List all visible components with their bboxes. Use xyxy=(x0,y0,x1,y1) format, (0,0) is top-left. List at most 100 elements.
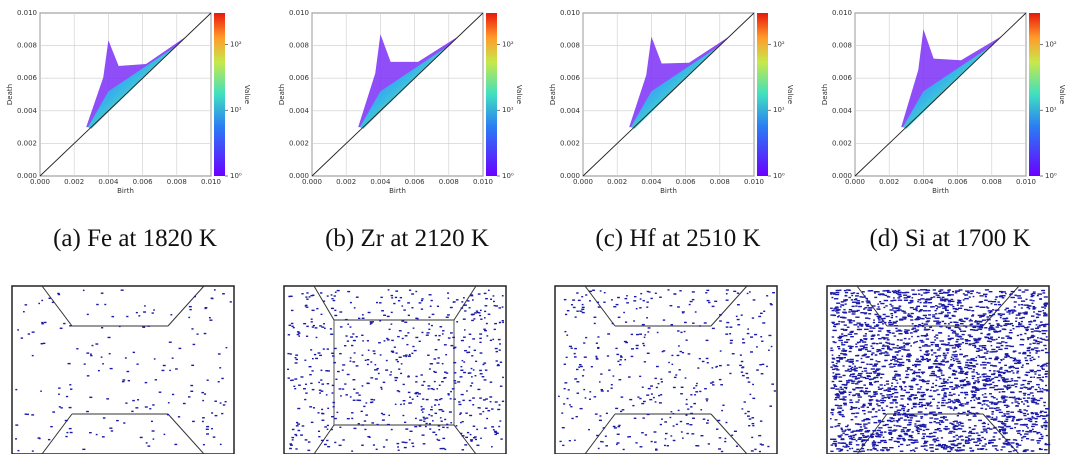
atom xyxy=(939,293,943,294)
atom xyxy=(441,381,444,382)
atom xyxy=(595,413,598,414)
atom xyxy=(1028,420,1030,421)
atom xyxy=(922,326,924,327)
atom xyxy=(910,345,912,346)
atom xyxy=(762,322,765,323)
atom xyxy=(894,396,898,397)
atom xyxy=(851,295,853,296)
atom xyxy=(488,290,490,291)
atom xyxy=(1031,335,1033,336)
atom xyxy=(324,328,326,329)
atom xyxy=(345,319,348,320)
atom xyxy=(901,429,905,430)
atom xyxy=(985,408,987,409)
atom xyxy=(611,299,613,300)
atom xyxy=(943,380,945,381)
atom xyxy=(101,356,103,357)
atom xyxy=(851,413,855,414)
atom xyxy=(991,417,993,418)
atom xyxy=(470,440,472,441)
atom xyxy=(839,358,843,359)
atom xyxy=(1035,389,1038,390)
atom xyxy=(964,373,966,374)
atom xyxy=(289,325,292,326)
atom xyxy=(1036,324,1038,325)
atom xyxy=(1024,333,1026,334)
atom xyxy=(403,309,405,310)
atom xyxy=(930,342,934,343)
atom xyxy=(941,375,944,376)
atom xyxy=(982,307,986,308)
atom xyxy=(1029,430,1032,431)
atom xyxy=(95,343,98,344)
atom xyxy=(613,306,616,307)
atom xyxy=(472,299,474,300)
atom xyxy=(868,403,872,404)
atom xyxy=(86,411,89,412)
atom xyxy=(1000,325,1002,326)
atom xyxy=(850,409,853,410)
atom xyxy=(1013,358,1016,359)
atom xyxy=(639,307,641,308)
atom xyxy=(921,418,923,419)
atom xyxy=(978,355,980,356)
atom xyxy=(836,312,840,313)
atom xyxy=(919,411,923,412)
atom xyxy=(1027,413,1029,414)
atom xyxy=(172,357,174,358)
atom xyxy=(996,370,999,371)
atom xyxy=(857,395,860,396)
atom xyxy=(1000,330,1002,331)
atom xyxy=(832,358,835,359)
x-axis-label: Birth xyxy=(389,187,406,195)
atom xyxy=(938,313,942,314)
atom xyxy=(935,344,939,345)
atom xyxy=(635,442,637,443)
atom xyxy=(911,442,915,443)
atom xyxy=(1022,291,1026,292)
atom xyxy=(877,430,881,431)
atom xyxy=(867,430,870,431)
x-tick-label: 0.010 xyxy=(201,178,221,186)
atom xyxy=(953,436,956,437)
atom xyxy=(1036,440,1040,441)
atom xyxy=(467,300,470,301)
atom xyxy=(969,290,973,291)
atom xyxy=(484,317,486,318)
atom xyxy=(969,362,972,363)
atom xyxy=(960,373,963,374)
atom xyxy=(642,343,644,344)
atom xyxy=(953,331,956,332)
atom xyxy=(730,340,733,341)
atom xyxy=(886,330,890,331)
atom xyxy=(930,297,933,298)
atom xyxy=(907,369,909,370)
atom xyxy=(719,314,722,315)
atom xyxy=(983,396,987,397)
atom xyxy=(435,434,437,435)
atom xyxy=(964,397,966,398)
atom xyxy=(923,424,925,425)
atom xyxy=(830,418,832,419)
atom xyxy=(934,441,936,442)
atom xyxy=(682,352,684,353)
atom xyxy=(954,311,957,312)
colorbar-tick-label: 10¹ xyxy=(773,106,785,114)
atom xyxy=(958,386,960,387)
atom xyxy=(889,320,891,321)
atom xyxy=(890,421,893,422)
atom xyxy=(902,414,906,415)
atom xyxy=(830,451,833,452)
atom xyxy=(889,417,893,418)
atom xyxy=(935,449,939,450)
atom xyxy=(1026,372,1030,373)
atom xyxy=(980,316,984,317)
atom xyxy=(881,366,885,367)
atom xyxy=(960,305,963,306)
atom xyxy=(982,364,987,365)
atom xyxy=(665,433,668,434)
atom xyxy=(939,347,942,348)
atom xyxy=(356,297,359,298)
atom xyxy=(942,297,945,298)
atom xyxy=(930,450,934,451)
